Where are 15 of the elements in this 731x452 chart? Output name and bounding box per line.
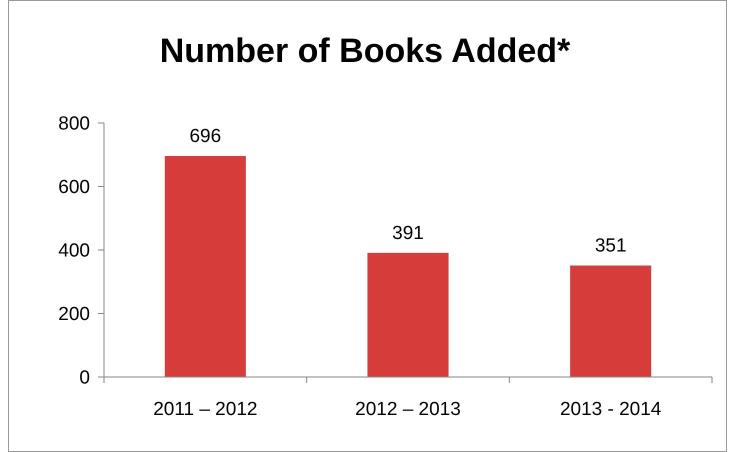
bar: [367, 252, 449, 377]
x-tick-label: 2011 – 2012: [153, 399, 258, 420]
chart-title: Number of Books Added*: [160, 32, 572, 70]
y-tick-label: 200: [58, 304, 90, 326]
data-label: 391: [392, 222, 424, 244]
bar: [570, 266, 652, 377]
bar: [164, 156, 246, 377]
data-label: 351: [594, 236, 627, 257]
y-tick-label: 600: [58, 177, 90, 198]
y-tick-label: 800: [58, 114, 90, 135]
y-tick-label: 0: [79, 368, 90, 389]
x-tick-label: 2012 – 2013: [355, 399, 461, 420]
x-tick-label: 2013 - 2014: [560, 399, 662, 420]
y-tick-label: 400: [58, 240, 90, 262]
data-label: 696: [189, 126, 222, 148]
